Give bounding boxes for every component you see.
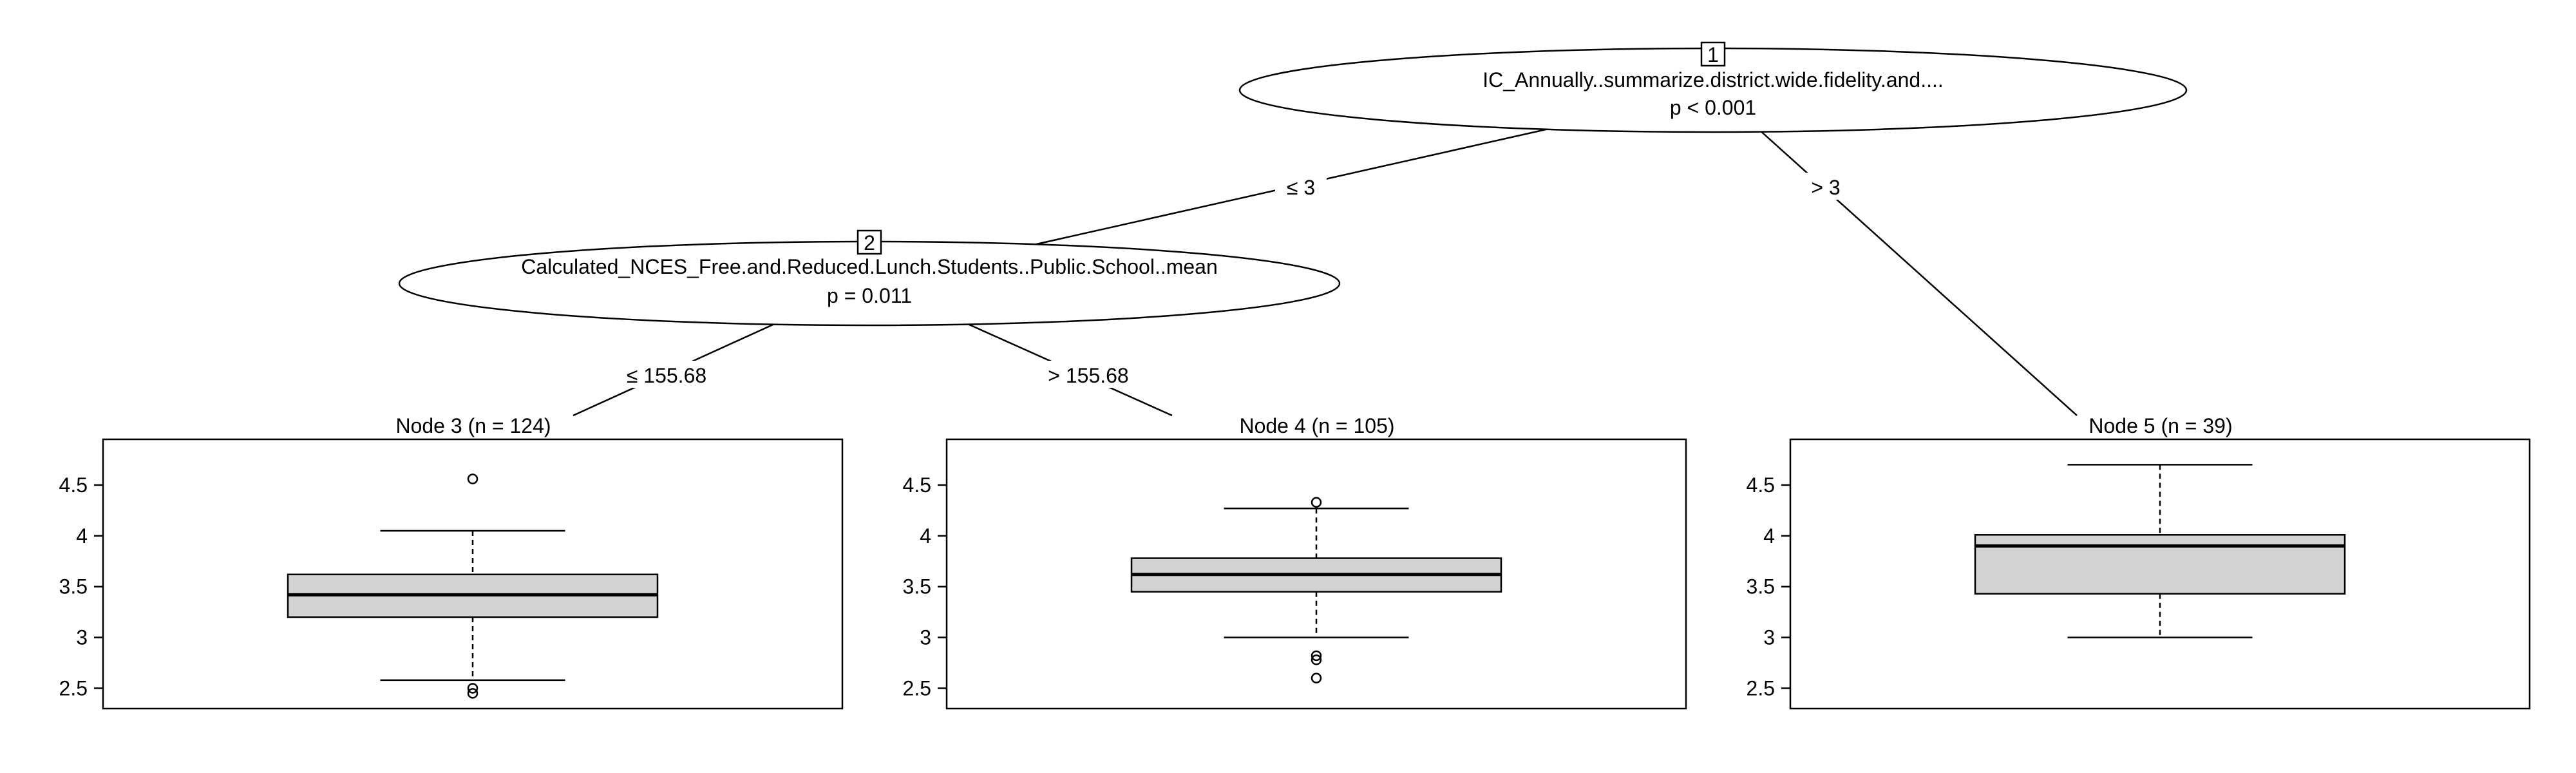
node-id-1: 1 [1707,43,1719,66]
y-tick-label-node-4: 2.5 [903,676,931,700]
y-tick-label-node-5: 4 [1763,524,1775,548]
y-tick-label-node-3: 2.5 [59,676,88,700]
node-id-box [857,229,882,255]
p-value-2: p = 0.011 [827,284,912,307]
edge-label-2-4: > 155.68 [1048,364,1128,387]
y-tick-label-node-3: 4 [76,524,88,548]
outlier-point-node-4 [1311,497,1322,508]
y-tick-label-node-3: 3.5 [59,575,88,598]
edge-1-to-5 [1757,128,2078,416]
terminal-node-4-panel [945,438,1687,710]
outlier-point-node-4 [1311,650,1322,662]
terminal-node-5-title: Node 5 (n = 39) [2088,414,2232,437]
node-id-2: 2 [864,231,875,254]
y-tick-label-node-5: 2.5 [1747,676,1775,700]
edge-label-1-5: > 3 [1811,176,1840,199]
outlier-point-node-3 [467,473,478,484]
y-tick-label-node-3: 4.5 [59,473,88,497]
y-tick-label-node-4: 3 [920,626,931,649]
edge-label-bg [1800,173,1852,200]
terminal-node-3-title: Node 3 (n = 124) [395,414,551,437]
outlier-point-node-3 [467,688,478,699]
y-tick-label-node-5: 3 [1763,626,1775,649]
terminal-node-4-title: Node 4 (n = 105) [1239,414,1394,437]
y-tick-label-node-4: 3.5 [903,575,931,598]
iqr-box-node-5 [1974,534,2346,595]
outlier-point-node-4 [1311,673,1322,683]
edge-label-bg [612,361,721,388]
edge-label-bg [1030,361,1140,388]
y-tick-label-node-5: 4.5 [1747,473,1775,497]
edge-label-2-3: ≤ 155.68 [627,364,706,387]
p-value-1: p < 0.001 [1670,96,1756,119]
node-id-box [1700,41,1726,67]
y-tick-label-node-3: 3 [76,626,88,649]
terminal-node-5-panel [1789,438,2531,710]
split-variable-2: Calculated_NCES_Free.and.Reduced.Lunch.S… [521,255,1218,278]
edge-label-bg [1275,173,1327,200]
outlier-point-node-4 [1311,654,1322,665]
y-tick-label-node-4: 4.5 [903,473,931,497]
y-tick-label-node-5: 3.5 [1747,575,1775,598]
edge-label-1-2: ≤ 3 [1287,176,1315,199]
split-variable-1: IC_Annually..summarize.district.wide.fid… [1482,68,1944,91]
outlier-point-node-3 [467,683,478,694]
y-tick-label-node-4: 4 [920,524,931,548]
terminal-node-3-panel [102,438,844,710]
boxplot-layer: 2.5 3 3.5 4 4.5 2.5 3 3.5 4 4.5 2.5 3 3.5 4 4.5 [59,464,2346,700]
